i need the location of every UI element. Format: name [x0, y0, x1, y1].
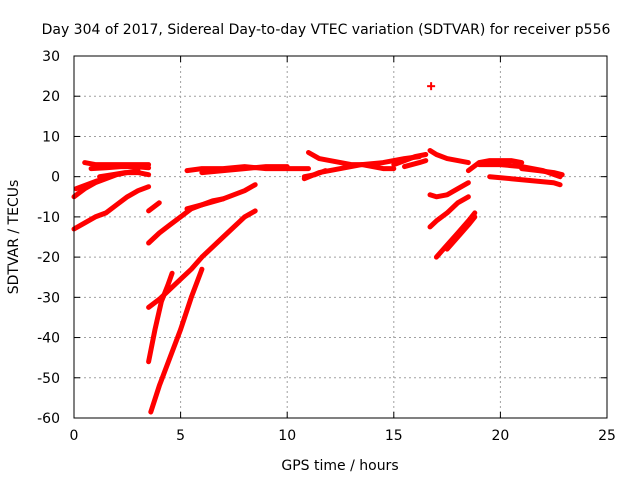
series-arc-7 — [146, 200, 162, 214]
y-tick-label: 10 — [42, 129, 60, 145]
series-arc-20 — [427, 82, 436, 91]
series-arc-5 — [88, 164, 152, 172]
x-tick-label: 15 — [385, 428, 403, 444]
series-arc-22 — [427, 180, 471, 200]
series-arc-12 — [184, 182, 258, 212]
series-arc-17 — [301, 168, 329, 180]
axis-ticks — [73, 55, 608, 419]
x-tick-labels: 0 5 10 15 20 25 — [70, 428, 616, 444]
x-tick-label: 5 — [176, 428, 185, 444]
y-tick-label: -60 — [37, 411, 60, 427]
series-arc-6 — [97, 170, 152, 180]
y-tick-label: 20 — [42, 89, 60, 105]
series-arc-23 — [427, 194, 471, 230]
y-tick-labels: -60 -50 -40 -30 -20 -10 0 10 20 30 — [37, 49, 60, 427]
y-tick-label: -20 — [37, 250, 60, 266]
chart-title: Day 304 of 2017, Sidereal Day-to-day VTE… — [42, 22, 611, 38]
series-arc-19 — [402, 158, 429, 170]
y-tick-label: -30 — [37, 290, 60, 306]
y-tick-label: -40 — [37, 331, 60, 347]
y-tick-label: 0 — [51, 170, 60, 186]
x-tick-label: 20 — [491, 428, 509, 444]
y-tick-label: -50 — [37, 371, 60, 387]
series-arc-1 — [71, 184, 152, 232]
series-arc-3 — [73, 178, 100, 192]
y-tick-label: -10 — [37, 210, 60, 226]
series-arc-14 — [199, 164, 290, 176]
series-arc-4 — [82, 160, 152, 168]
series-arc-21 — [427, 148, 471, 166]
x-axis-label: GPS time / hours — [281, 458, 398, 474]
y-axis-label: SDTVAR / TECUs — [6, 180, 22, 295]
x-tick-label: 25 — [598, 428, 616, 444]
data-series — [71, 82, 565, 415]
series-arc-11 — [148, 266, 205, 415]
series-arc-29 — [519, 166, 565, 178]
series-arc-25 — [444, 214, 478, 252]
gridlines — [74, 56, 607, 418]
x-tick-label: 10 — [278, 428, 296, 444]
series-arc-28 — [487, 174, 563, 188]
plot-frame — [73, 55, 608, 419]
series-arc-18 — [391, 152, 429, 168]
y-tick-label: 30 — [42, 49, 60, 65]
x-tick-label: 0 — [70, 428, 79, 444]
series-arc-10 — [146, 270, 175, 365]
